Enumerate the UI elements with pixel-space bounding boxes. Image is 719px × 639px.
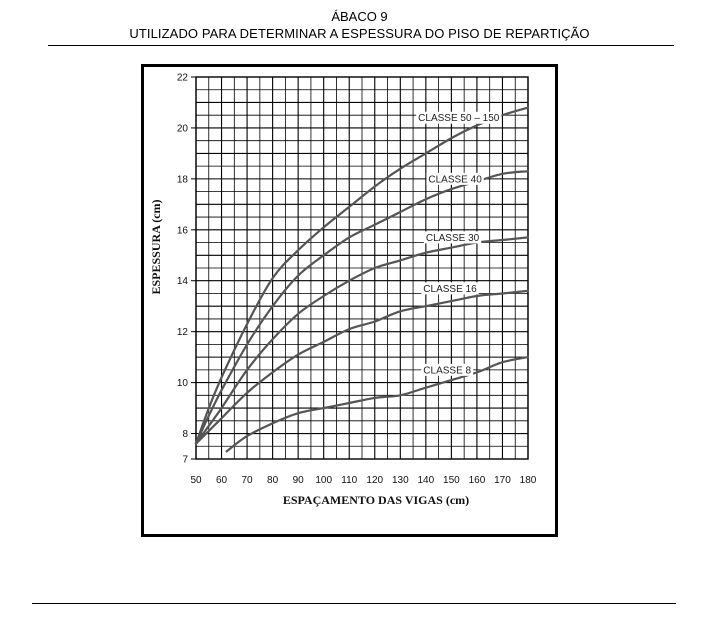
- y-axis-label: ESPESSURA (cm): [149, 199, 163, 294]
- series-line-3: [194, 289, 530, 445]
- abacus-subtitle: UTILIZADO PARA DETERMINAR A ESPESSURA DO…: [129, 26, 590, 41]
- y-tick-label: 14: [177, 276, 189, 287]
- y-tick-label: 8: [182, 429, 188, 440]
- series-label-bg: [423, 231, 482, 244]
- x-tick-label: 170: [494, 475, 511, 486]
- x-tick-label: 130: [392, 475, 409, 486]
- series-line-4: [225, 356, 530, 453]
- series-line-0: [194, 106, 530, 445]
- x-tick-label: 100: [315, 475, 332, 486]
- x-axis-label: ESPAÇAMENTO DAS VIGAS (cm): [283, 493, 469, 507]
- abacus-title: ÁBACO 9: [331, 9, 388, 24]
- y-tick-label: 16: [177, 225, 189, 236]
- chart-grid: [195, 76, 529, 460]
- series-label-bg: [416, 111, 502, 124]
- series-label-3: CLASSE 16: [423, 284, 477, 295]
- y-tick-label: 18: [177, 174, 189, 185]
- x-tick-label: 110: [341, 475, 357, 486]
- footer-divider: [32, 603, 676, 604]
- x-tick-label: 90: [293, 475, 305, 486]
- header-divider: [48, 45, 674, 46]
- x-axis-ticks: 50 60 70 80 90 100 110 120 130 140 150 160 170 180: [190, 475, 536, 486]
- series-line-2: [194, 236, 530, 445]
- series-label-bg: [421, 363, 474, 376]
- x-tick-label: 160: [469, 475, 486, 486]
- plot-border: [195, 76, 529, 460]
- series-label-2: CLASSE 30: [426, 233, 480, 244]
- series-label-1: CLASSE 40: [428, 174, 482, 185]
- x-tick-label: 180: [520, 475, 537, 486]
- series-label-4: CLASSE 8: [423, 365, 471, 376]
- series-label-bg: [421, 282, 479, 295]
- y-tick-label: 20: [177, 123, 189, 134]
- x-tick-label: 80: [267, 475, 279, 486]
- x-tick-label: 50: [190, 475, 202, 486]
- series-label-0: CLASSE 50 – 150: [418, 113, 500, 124]
- y-tick-label: 10: [177, 378, 189, 389]
- y-tick-label: 22: [177, 73, 189, 84]
- y-tick-label: 12: [177, 327, 189, 338]
- x-tick-label: 70: [242, 475, 254, 486]
- series-label-bg: [426, 172, 484, 185]
- x-tick-label: 120: [366, 475, 383, 486]
- x-tick-label: 60: [216, 475, 228, 486]
- x-tick-label: 150: [443, 475, 460, 486]
- y-axis-ticks: 7 8 10 12 14 16 18 20 22: [177, 73, 196, 466]
- x-tick-label: 140: [418, 475, 435, 486]
- series-labels: CLASSE 50 – 150 CLASSE 40 CLASSE 30 CLASSE …: [416, 111, 502, 376]
- y-tick-label: 7: [182, 455, 188, 466]
- chart-axes: [195, 76, 529, 460]
